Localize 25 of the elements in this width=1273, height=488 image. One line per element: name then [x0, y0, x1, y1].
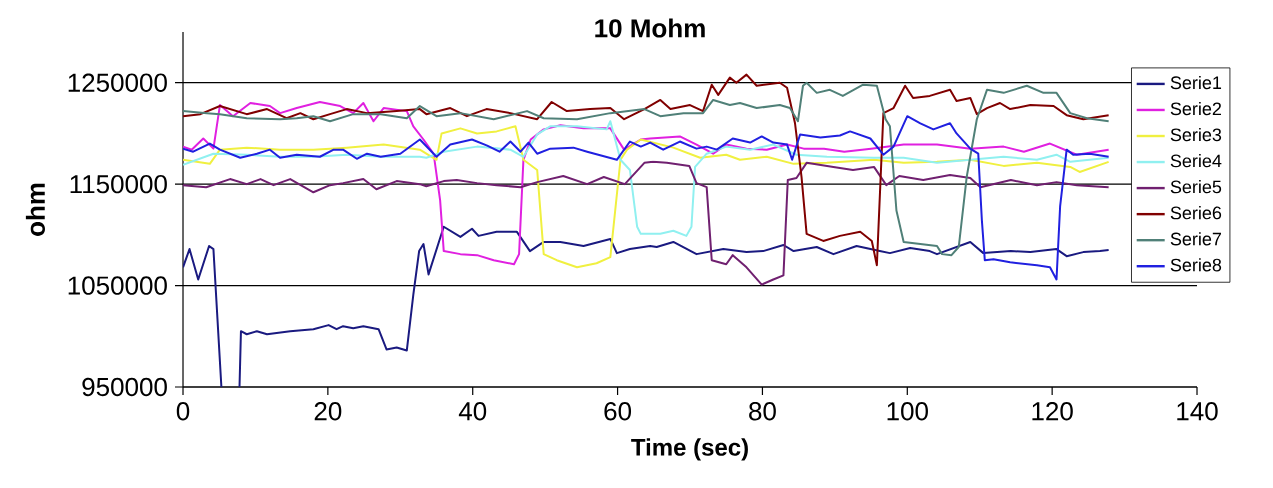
legend-label: Serie6: [1170, 206, 1222, 220]
x-tick-label: 60: [604, 402, 632, 421]
y-tick-label: 1150000: [70, 174, 167, 194]
x-tick-label: 20: [314, 402, 342, 421]
line-series: [183, 120, 1110, 237]
line-series: [183, 160, 1110, 286]
legend-label: Serie5: [1170, 180, 1222, 194]
legend-label: Serie4: [1170, 154, 1222, 168]
y-tick-label: 1250000: [68, 73, 167, 92]
legend-label: Serie3: [1170, 127, 1222, 142]
x-tick-label: 0: [176, 402, 190, 421]
legend-label: Serie7: [1170, 232, 1222, 246]
legend-label: Serie1: [1170, 75, 1222, 90]
x-tick-label: 140: [1177, 402, 1218, 421]
x-axis-title: Time (sec): [631, 438, 748, 461]
y-tick-label: 1050000: [68, 276, 167, 295]
chart-title: 10 Mohm: [595, 18, 705, 38]
x-tick-label: 100: [887, 402, 928, 421]
y-tick-label: 950000: [82, 377, 167, 397]
legend-label: Serie2: [1170, 101, 1222, 116]
legend-label: Serie8: [1170, 258, 1222, 272]
x-tick-label: 40: [458, 402, 487, 421]
x-tick-label: 80: [749, 402, 776, 421]
x-tick-label: 120: [1032, 402, 1073, 421]
y-axis-title: ohm: [25, 183, 45, 236]
